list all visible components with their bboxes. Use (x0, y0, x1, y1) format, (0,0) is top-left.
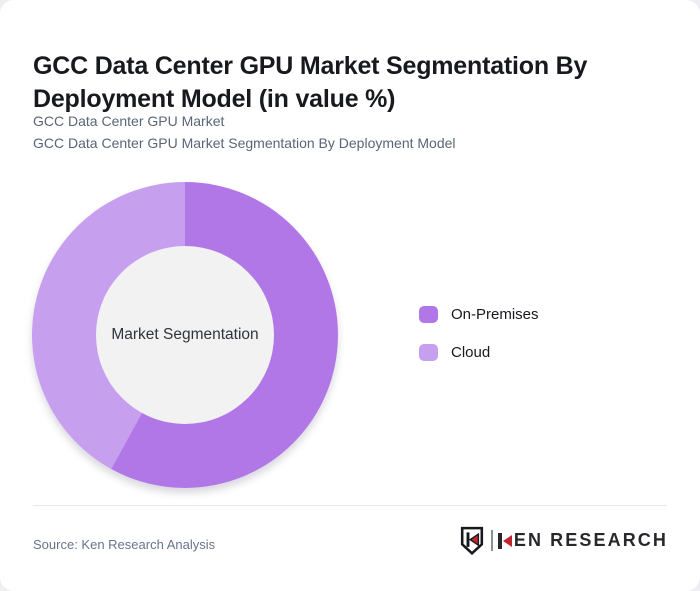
logo-k-triangle (502, 534, 512, 547)
logo-wordmark: EN RESEARCH (513, 530, 668, 550)
legend-label-on-premises: On-Premises (451, 305, 539, 323)
footer-divider (33, 505, 667, 506)
chart-subtitle-segmentation: GCC Data Center GPU Market Segmentation … (33, 135, 456, 151)
legend-label-cloud: Cloud (451, 343, 491, 361)
legend-item-cloud: Cloud (419, 341, 539, 363)
chart-subtitle-market: GCC Data Center GPU Market (33, 113, 225, 129)
logo-separator (491, 530, 494, 551)
logo-k-glyph (498, 532, 512, 549)
page-title: GCC Data Center GPU Market Segmentation … (33, 51, 588, 113)
shield-k-triangle (469, 532, 480, 547)
donut-chart: Market Segmentation (32, 182, 338, 488)
donut-center: Market Segmentation (96, 246, 274, 424)
legend-swatch-1 (419, 343, 438, 361)
ken-research-logo: EN RESEARCH (459, 526, 668, 555)
logo-k-bar (498, 532, 502, 549)
legend-swatch-0 (419, 305, 438, 323)
legend-item-on-premises: On-Premises (419, 303, 539, 325)
donut-center-label: Market Segmentation (111, 326, 259, 343)
ken-research-shield-icon (461, 526, 484, 555)
legend: On-Premises Cloud (419, 303, 539, 379)
source-attribution: Source: Ken Research Analysis (33, 537, 216, 552)
